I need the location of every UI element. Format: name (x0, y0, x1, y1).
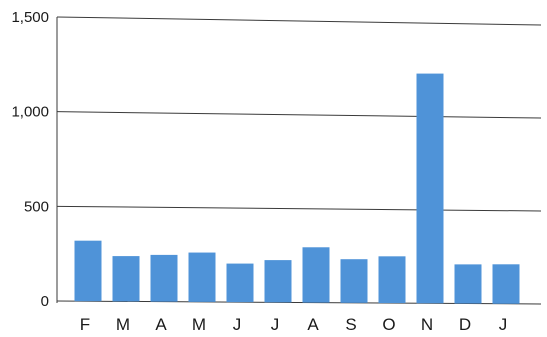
x-tick-label: N (421, 315, 433, 334)
bars (74, 73, 520, 304)
y-tick-label: 1,000 (11, 104, 49, 121)
bar (150, 254, 178, 302)
gridline (56, 111, 542, 119)
x-tick-label: J (271, 315, 280, 334)
y-tick-label: 0 (41, 293, 49, 310)
gridline (56, 205, 542, 212)
x-tick-label: S (345, 315, 356, 334)
x-tick-label: A (155, 315, 167, 334)
bar (492, 264, 520, 304)
bar (264, 260, 292, 303)
bar (454, 264, 482, 304)
x-tick-label: M (116, 315, 130, 334)
x-tick-label: M (192, 315, 206, 334)
x-tick-label: D (459, 315, 471, 334)
x-tick-label: J (233, 315, 242, 334)
bar (226, 263, 254, 303)
bar (416, 73, 444, 304)
x-tick-label: O (382, 315, 395, 334)
y-tick-label: 1,500 (11, 9, 49, 26)
y-axis-tick-labels: 0 500 1,000 1,500 (11, 9, 49, 310)
y-tick-label: 500 (24, 198, 49, 215)
gridline (56, 16, 542, 26)
x-tick-label: F (80, 315, 90, 334)
x-tick-label: J (499, 315, 508, 334)
bar (378, 256, 406, 304)
bar (302, 247, 330, 303)
x-tick-label: A (307, 315, 319, 334)
bar (74, 240, 102, 302)
bar (188, 252, 216, 302)
bar (112, 256, 140, 302)
bar (340, 259, 368, 303)
